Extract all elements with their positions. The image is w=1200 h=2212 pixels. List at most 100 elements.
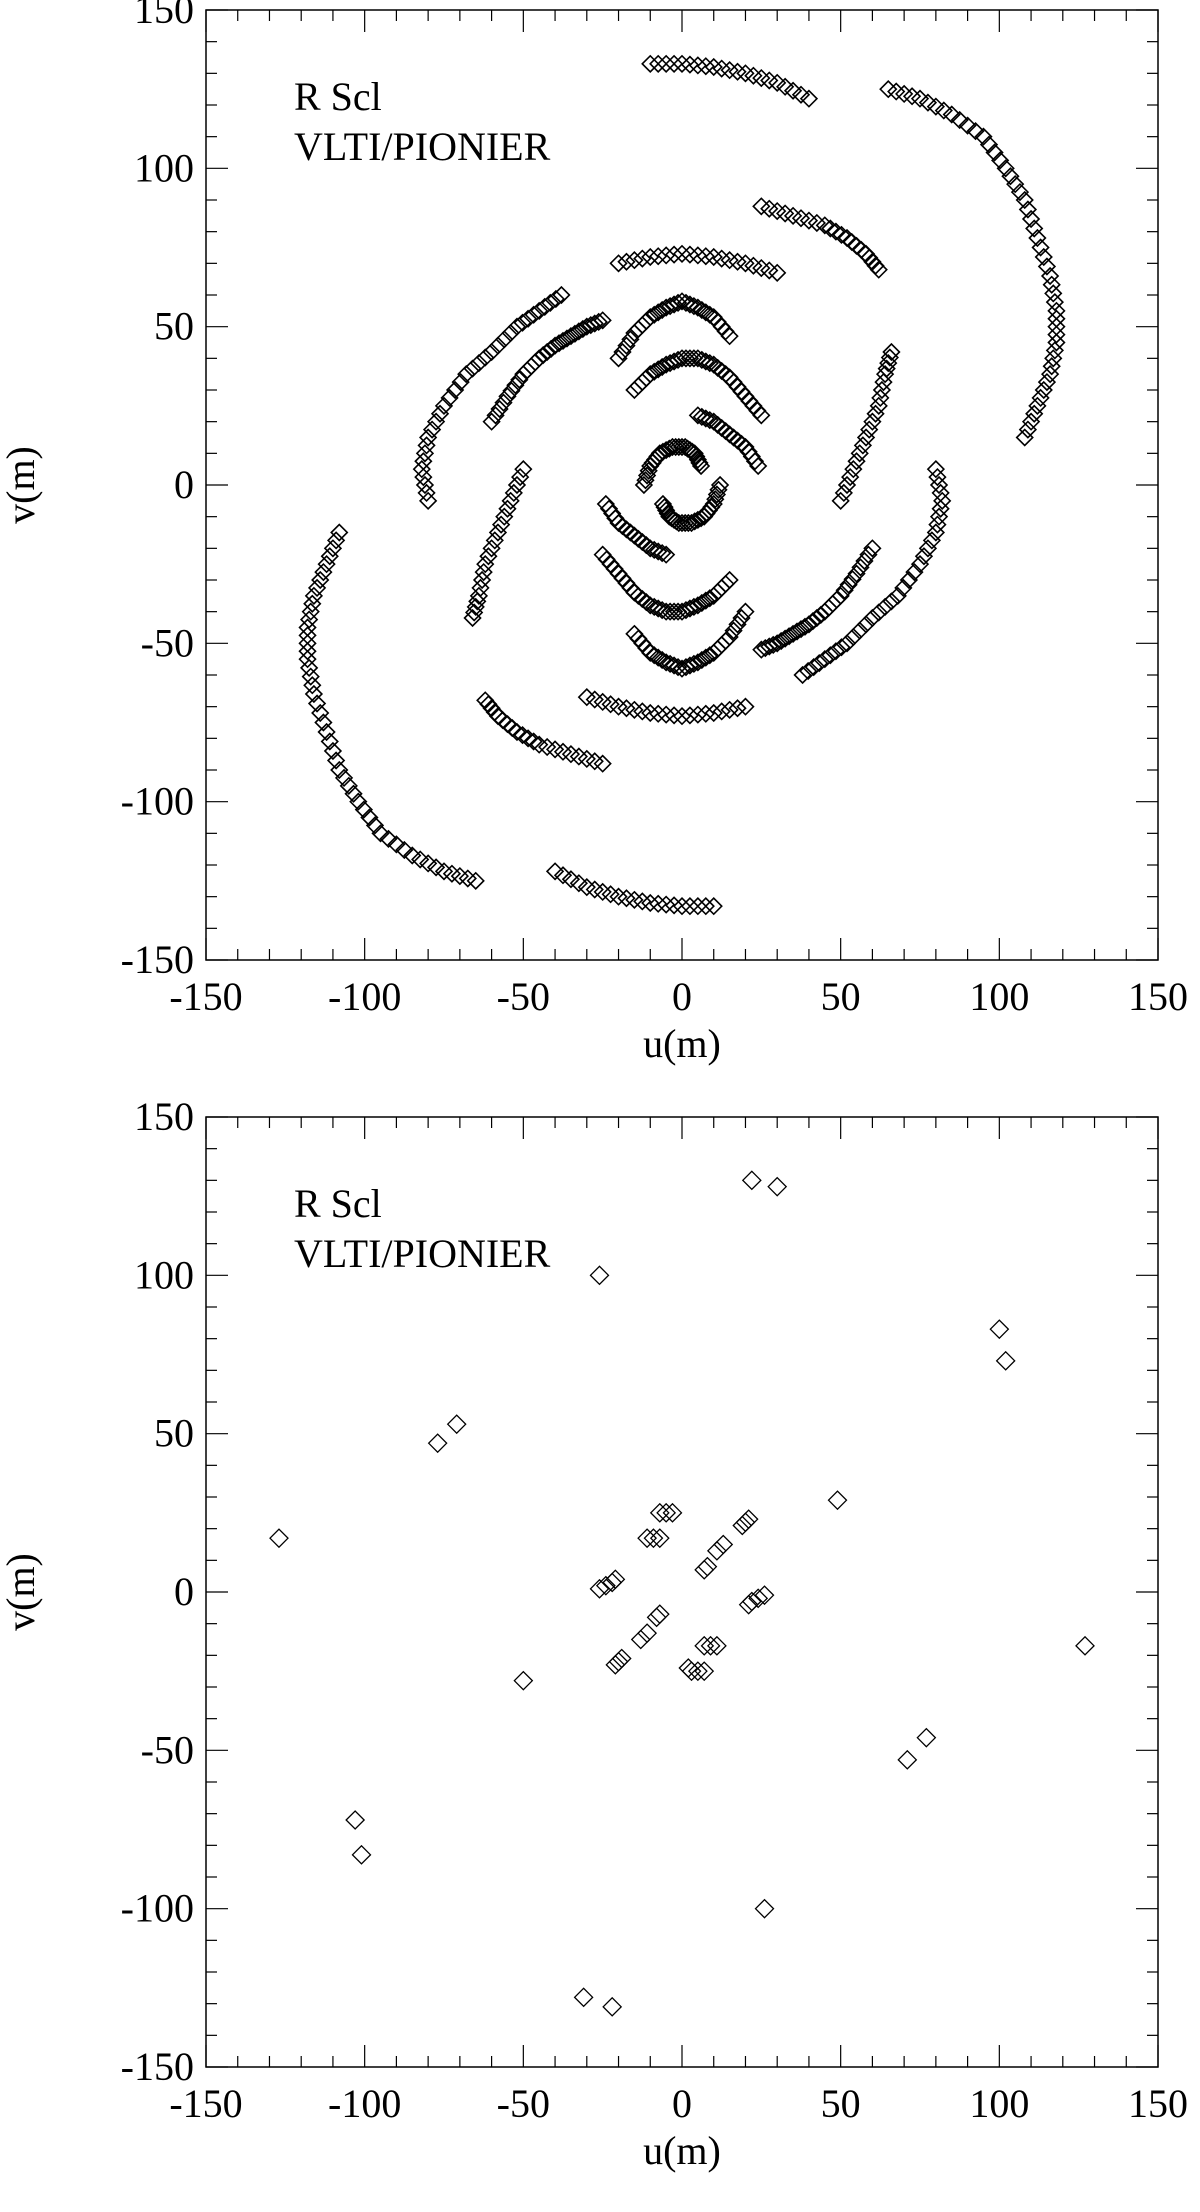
- data-point: [880, 348, 899, 367]
- data-point: [589, 1578, 610, 1599]
- data-point: [323, 741, 343, 761]
- data-point: [910, 555, 930, 574]
- y-tick-label: 50: [154, 1411, 194, 1456]
- data-point: [599, 499, 619, 518]
- data-point: [996, 159, 1015, 178]
- annotation-star-name: R Scl: [294, 1181, 382, 1226]
- data-point: [630, 1629, 651, 1650]
- data-point: [752, 68, 771, 88]
- data-point: [434, 862, 454, 881]
- data-point: [569, 874, 588, 893]
- data-point: [736, 602, 755, 621]
- data-point: [666, 437, 685, 457]
- data-point: [476, 691, 495, 710]
- data-point: [872, 380, 892, 400]
- data-point: [269, 1528, 289, 1549]
- data-point: [676, 349, 696, 368]
- data-point: [471, 578, 490, 598]
- data-point: [553, 866, 573, 885]
- data-point: [905, 562, 924, 582]
- data-point: [685, 444, 704, 463]
- data-point: [684, 296, 704, 316]
- data-point: [687, 447, 706, 466]
- data-point: [330, 523, 349, 542]
- data-point: [839, 575, 858, 594]
- data-point: [863, 539, 882, 558]
- data-point: [888, 586, 907, 605]
- data-point: [922, 531, 942, 550]
- data-point: [518, 309, 538, 328]
- data-point: [678, 1658, 699, 1678]
- data-point: [345, 1810, 366, 1830]
- data-point: [887, 82, 906, 101]
- data-point: [593, 754, 612, 773]
- data-point: [843, 570, 862, 589]
- x-tick-label: 0: [672, 2081, 692, 2126]
- data-point: [653, 300, 672, 320]
- data-point: [655, 498, 674, 517]
- data-point: [688, 56, 707, 75]
- y-tick-label: -150: [121, 2044, 194, 2089]
- data-point: [426, 412, 446, 431]
- data-point: [958, 116, 977, 135]
- data-point: [657, 246, 676, 265]
- data-point: [995, 1350, 1016, 1371]
- data-point: [680, 245, 700, 264]
- data-point: [1047, 333, 1066, 352]
- data-point: [926, 97, 945, 116]
- data-point: [585, 880, 604, 899]
- data-point: [720, 700, 739, 719]
- data-point: [585, 752, 604, 771]
- data-point: [469, 586, 489, 605]
- data-point: [815, 650, 834, 669]
- data-point: [1047, 301, 1066, 320]
- data-point: [834, 483, 853, 503]
- data-point: [304, 684, 324, 704]
- data-point: [1031, 238, 1050, 257]
- y-tick-label: -50: [141, 1727, 194, 1772]
- data-point: [463, 359, 482, 378]
- data-point: [633, 892, 652, 911]
- data-point: [856, 615, 876, 634]
- data-point: [931, 499, 950, 518]
- data-point: [895, 84, 914, 104]
- data-point: [736, 697, 755, 716]
- data-point: [427, 1433, 448, 1454]
- data-point: [643, 1528, 664, 1549]
- data-point: [706, 490, 725, 509]
- data-point: [482, 699, 501, 718]
- data-point: [317, 722, 336, 742]
- data-point: [553, 742, 573, 761]
- data-point: [1001, 167, 1020, 186]
- data-point: [799, 661, 818, 681]
- data-point: [518, 729, 538, 748]
- data-point: [468, 592, 487, 611]
- x-tick-label: 50: [821, 974, 861, 1019]
- data-point: [1015, 190, 1034, 210]
- data-point: [530, 735, 549, 754]
- data-point: [649, 303, 668, 322]
- data-point: [1006, 175, 1025, 194]
- data-point: [463, 608, 482, 628]
- data-point: [1031, 388, 1050, 408]
- data-point: [732, 1515, 753, 1536]
- data-point: [754, 1898, 775, 1919]
- data-point: [694, 1661, 715, 1682]
- data-point: [1047, 325, 1066, 344]
- data-point: [360, 808, 379, 827]
- data-point: [561, 745, 581, 764]
- data-point: [933, 491, 952, 510]
- data-point: [646, 1607, 667, 1628]
- data-point: [989, 1319, 1010, 1340]
- data-point: [569, 322, 588, 341]
- y-tick-label: -150: [121, 937, 194, 982]
- data-point: [875, 365, 895, 384]
- data-point: [744, 256, 763, 275]
- data-point: [749, 456, 768, 476]
- data-point: [307, 578, 327, 598]
- data-point: [653, 357, 672, 377]
- data-point: [708, 639, 727, 659]
- data-point: [1037, 257, 1057, 276]
- data-point: [1075, 1635, 1095, 1656]
